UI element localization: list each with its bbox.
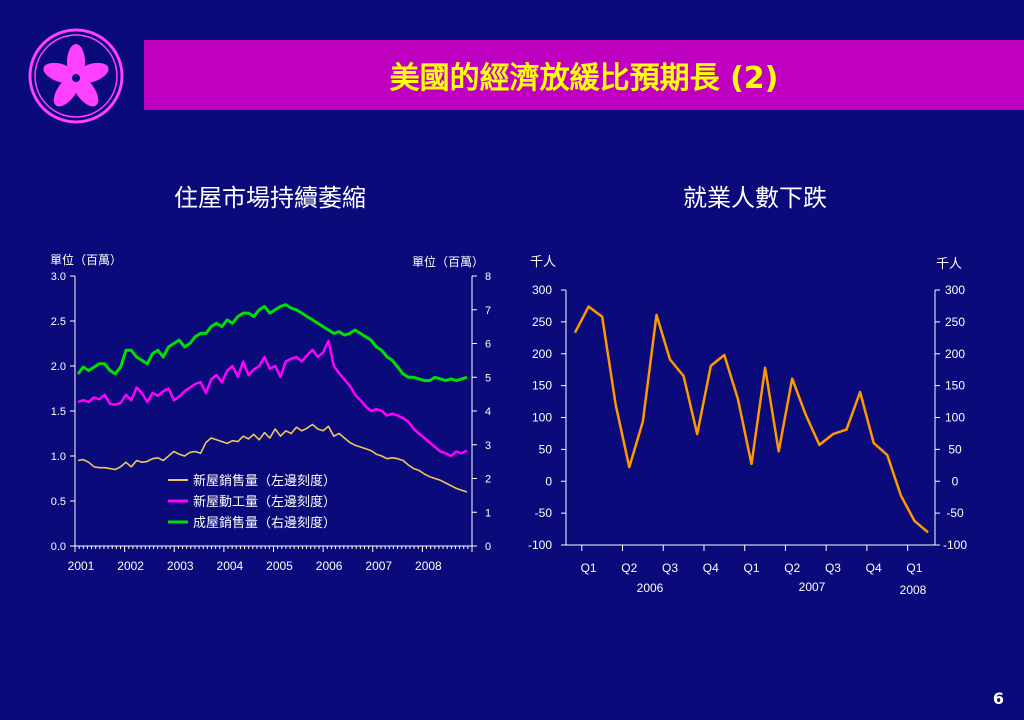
chart1-left-tick-label: 2.0 — [51, 361, 66, 373]
chart1-x-tick-label: 2003 — [167, 559, 194, 573]
chart2-year-label: 2006 — [637, 581, 664, 595]
chart1-left-tick-label: 1.5 — [51, 406, 66, 418]
chart2-quarter-label: Q4 — [703, 561, 719, 575]
chart1-legend-label: 成屋銷售量（右邊刻度） — [193, 515, 336, 530]
chart1-left-tick-label: 0.0 — [51, 541, 66, 553]
chart1-series-line — [77, 339, 468, 458]
chart2-right-tick-label: 250 — [945, 315, 965, 329]
chart2-left-tick-label: -50 — [535, 506, 553, 520]
chart1-right-axis-label: 單位（百萬） — [412, 254, 484, 269]
chart2-right-tick-label: 50 — [948, 442, 962, 456]
chart1-x-tick-label: 2006 — [316, 559, 343, 573]
chart2-employment-line — [573, 305, 929, 534]
chart1-left-tick-label: 0.5 — [51, 496, 66, 508]
slide-title: 美國的經濟放緩比預期長 (2) — [389, 61, 779, 96]
chart1-left-axis-label: 單位（百萬） — [50, 252, 122, 267]
chart1-series-line — [76, 303, 468, 383]
chart1-x-tick-label: 2002 — [117, 559, 144, 573]
chart1-right-tick-label: 5 — [485, 372, 491, 384]
chart2-right-tick-label: 200 — [945, 347, 965, 361]
chart1-x-tick-label: 2005 — [266, 559, 293, 573]
chart2-year-label: 2008 — [900, 583, 927, 597]
chart1-right-tick-label: 2 — [485, 474, 491, 486]
chart2-quarter-label: Q2 — [784, 561, 800, 575]
chart1-x-tick-label: 2007 — [365, 559, 392, 573]
chart1-right-tick-label: 1 — [485, 507, 491, 519]
chart2-left-tick-label: 0 — [545, 474, 552, 488]
chart1-left-tick-label: 2.5 — [51, 316, 66, 328]
chart1-legend-label: 新屋動工量（左邊刻度） — [193, 494, 336, 509]
chart1-right-tick-label: 0 — [485, 541, 491, 553]
bauhinia-logo — [28, 28, 124, 124]
chart2-right-tick-label: 300 — [945, 283, 965, 297]
page-number: 6 — [992, 689, 1004, 708]
chart2-quarter-label: Q2 — [621, 561, 637, 575]
chart2-right-axis-label: 千人 — [936, 256, 962, 271]
chart2-left-tick-label: 300 — [532, 283, 552, 297]
chart2-quarter-label: Q1 — [581, 561, 597, 575]
chart2-year-label: 2007 — [799, 580, 826, 594]
chart1-left-tick-label: 1.0 — [51, 451, 66, 463]
chart1-right-tick-label: 3 — [485, 440, 491, 452]
title-bar: 美國的經濟放緩比預期長 (2) — [144, 40, 1024, 110]
chart2-quarter-label: Q1 — [743, 561, 759, 575]
chart1-right-tick-label: 6 — [485, 339, 491, 351]
chart2-right-tick-label: -100 — [943, 538, 967, 552]
chart2-quarter-label: Q1 — [906, 561, 922, 575]
chart-1-title: 住屋市場持續萎縮 — [174, 184, 366, 212]
chart1-legend-label: 新屋銷售量（左邊刻度） — [193, 473, 336, 488]
chart2-left-tick-label: 250 — [532, 315, 552, 329]
chart2-left-axis-label: 千人 — [530, 254, 556, 269]
chart1-right-tick-label: 4 — [485, 406, 491, 418]
chart1-x-tick-label: 2001 — [68, 559, 95, 573]
chart1-right-tick-label: 8 — [485, 271, 491, 283]
chart1-left-tick-label: 3.0 — [51, 271, 66, 283]
chart2-left-tick-label: 150 — [532, 379, 552, 393]
chart2-left-tick-label: 100 — [532, 411, 552, 425]
chart2-right-tick-label: -50 — [946, 506, 964, 520]
chart-2-title: 就業人數下跌 — [683, 184, 827, 212]
chart1-x-tick-label: 2004 — [217, 559, 244, 573]
chart2-left-tick-label: -100 — [528, 538, 552, 552]
chart1-x-tick-label: 2008 — [415, 559, 442, 573]
chart2-right-tick-label: 0 — [952, 474, 959, 488]
chart2-left-tick-label: 200 — [532, 347, 552, 361]
chart2-quarter-label: Q3 — [662, 561, 678, 575]
chart2-right-tick-label: 150 — [945, 379, 965, 393]
chart2-right-tick-label: 100 — [945, 411, 965, 425]
chart1-right-tick-label: 7 — [485, 305, 491, 317]
chart2-quarter-label: Q3 — [825, 561, 841, 575]
chart1-series-line — [77, 423, 468, 493]
chart2-left-tick-label: 50 — [539, 442, 553, 456]
chart2-quarter-label: Q4 — [866, 561, 882, 575]
